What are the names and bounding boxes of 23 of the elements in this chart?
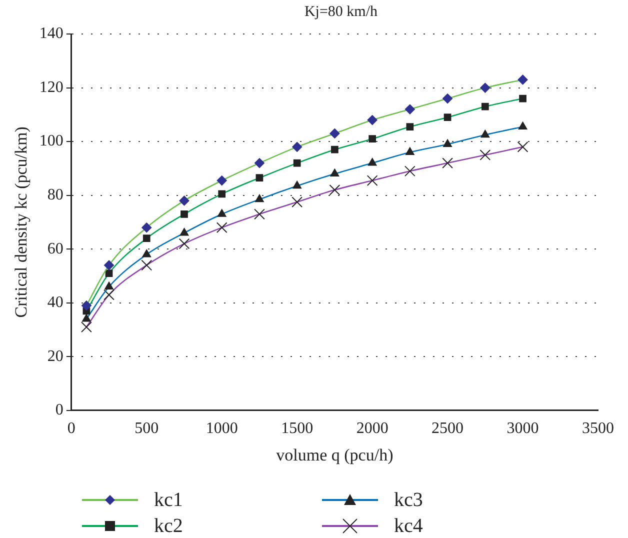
y-tick-label: 120 [39,78,64,96]
x-tick-label: 2500 [432,420,464,438]
y-tick-label: 0 [55,402,64,419]
x-tick-label: 500 [134,420,159,438]
y-tick-label: 80 [47,186,64,204]
chart-title: Kj=80 km/h [303,4,379,21]
x-tick-label: 1000 [206,420,238,438]
x-tick-label: 0 [67,420,76,438]
y-tick-label: 100 [39,132,64,150]
y-axis-title: Critical density kc (pcu/km) [12,126,31,318]
x-tick-label: 1500 [281,420,314,438]
x-tick-label: 2000 [356,420,388,438]
legend-label: kc2 [154,514,183,538]
legend-label: kc1 [154,488,183,512]
y-tick-label: 140 [39,25,64,42]
y-tick-label: 60 [47,240,64,258]
x-tick-label: 3500 [582,420,614,438]
legend-label: kc3 [394,488,423,512]
y-tick-label: 40 [47,294,64,312]
x-axis-title: volume q (pcu/h) [276,445,394,464]
x-tick-label: 3000 [506,420,539,438]
y-tick-label: 20 [47,348,64,365]
legend-label: kc4 [394,514,423,538]
